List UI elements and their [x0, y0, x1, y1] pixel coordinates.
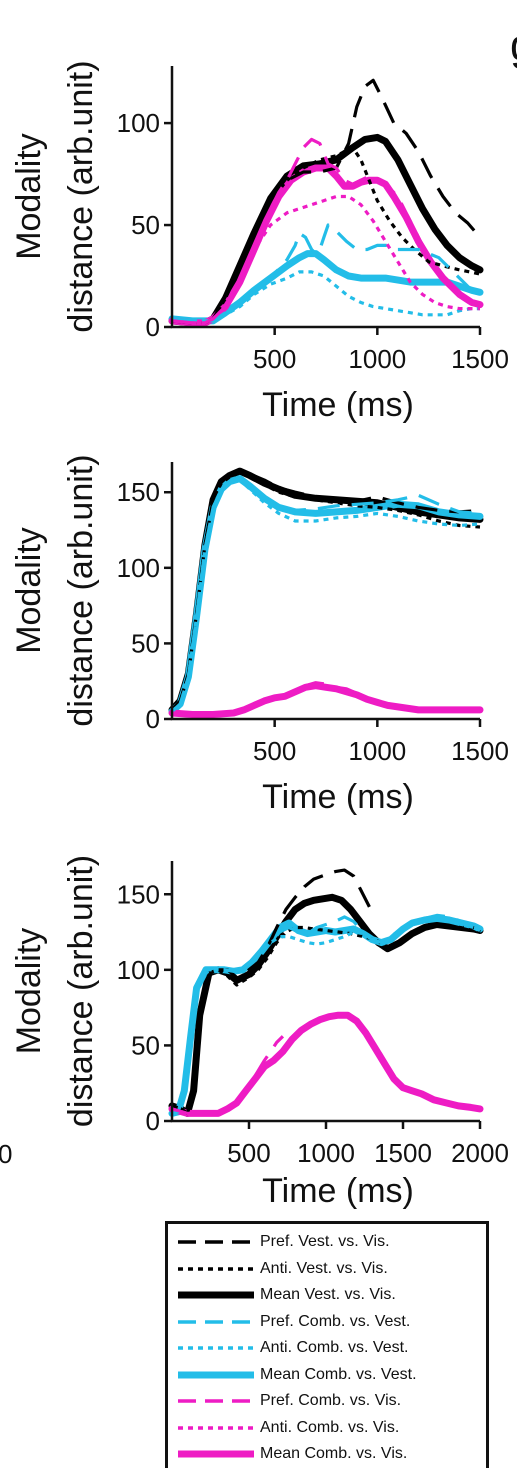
y-tick-label: 150 [117, 879, 160, 909]
y-axis-label-line1: Modality [10, 133, 48, 260]
y-tick-label: 50 [131, 210, 160, 240]
series-line-anti-comb-vs-vest [170, 478, 481, 713]
y-axis-label-line2: distance (arb.unit) [62, 60, 100, 332]
x-tick-label: 1000 [348, 736, 406, 766]
legend-swatch [178, 1240, 254, 1244]
x-tick-label: 1000 [297, 1138, 355, 1168]
panel-label: g [510, 21, 517, 70]
legend-entry-anti-vest-vs-vis: Anti. Vest. vs. Vis. [178, 1257, 388, 1281]
legend-entry-anti-comb-vs-vis: Anti. Comb. vs. Vis. [178, 1416, 399, 1440]
x-axis-label: Time (ms) [262, 778, 414, 816]
y-tick-label: 0 [146, 312, 160, 342]
y-tick-label: 0 [146, 1106, 160, 1136]
y-axis-label-line1: Modality [10, 527, 48, 654]
series-line-pref-vest-vs-vis [171, 78, 482, 325]
series-line-anti-vest-vs-vis [170, 471, 481, 711]
legend-label: Mean Vest. vs. Vis. [260, 1286, 396, 1303]
x-tick-label: 500 [253, 344, 296, 374]
series-line-mean-comb-vs-vest [168, 250, 484, 325]
x-tick-label: 1500 [451, 344, 509, 374]
legend-swatch [178, 1399, 254, 1403]
legend-label: Pref. Vest. vs. Vis. [260, 1233, 390, 1250]
series-line-anti-comb-vs-vis [171, 684, 480, 717]
x-axis-label: Time (ms) [262, 1172, 414, 1210]
legend-entry-mean-comb-vs-vest: Mean Comb. vs. Vest. [178, 1363, 417, 1387]
y-tick-label: 100 [117, 955, 160, 985]
legend-label: Anti. Vest. vs. Vis. [260, 1259, 388, 1277]
chart-panel-bottom: 0 50 100 150 500 1000 1500 2000 Time (ms) Modalit… [10, 855, 509, 1210]
x-tick-label: 1500 [451, 736, 509, 766]
legend-entry-mean-vest-vs-vis: Mean Vest. vs. Vis. [178, 1283, 396, 1307]
legend-swatch [178, 1266, 254, 1271]
chart-panel-middle: 0 50 100 150 500 1000 1500 Time (ms) Modality dis… [10, 454, 509, 816]
legend-label: Pref. Comb. vs. Vis. [260, 1392, 402, 1409]
x-tick-label: 1500 [374, 1138, 432, 1168]
series-line-anti-comb-vs-vis [171, 1013, 481, 1115]
legend-swatch [178, 1450, 254, 1458]
y-axis-label-line2: distance (arb.unit) [62, 454, 100, 726]
legend-label: Pref. Comb. vs. Vest. [260, 1312, 411, 1330]
y-tick-label: 100 [117, 553, 160, 583]
legend-entry-mean-comb-vs-vis: Mean Comb. vs. Vis. [178, 1442, 407, 1466]
legend-label: Mean Comb. vs. Vest. [260, 1365, 417, 1383]
series-line-anti-comb-vs-vest [172, 270, 480, 323]
legend-swatch [178, 1425, 254, 1430]
legend-entry-pref-vest-vs-vis: Pref. Vest. vs. Vis. [178, 1230, 390, 1254]
legend-entry-anti-comb-vs-vest: Anti. Comb. vs. Vest. [178, 1336, 409, 1360]
legend-entry-pref-comb-vs-vis: Pref. Comb. vs. Vis. [178, 1389, 401, 1413]
x-tick-label: 500 [227, 1138, 270, 1168]
y-tick-label: 50 [131, 628, 160, 658]
legend: Pref. Vest. vs. Vis. Anti. Vest. vs. Vis.… [165, 1221, 489, 1468]
y-tick-label: 100 [117, 108, 160, 138]
series-line-pref-comb-vs-vis [171, 1035, 285, 1115]
chart-panel-top: 0 50 100 500 1000 1500 Time (ms) Modality distan… [10, 60, 509, 424]
y-tick-label: 150 [117, 477, 160, 507]
series-line-pref-vest-vs-vis [170, 468, 481, 711]
legend-swatch [178, 1319, 254, 1324]
series-line-anti-vest-vs-vis [171, 146, 481, 325]
y-axis-label-line1: Modality [10, 928, 48, 1055]
x-tick-label: 2000 [451, 1138, 509, 1168]
legend-label: Anti. Comb. vs. Vis. [260, 1418, 400, 1436]
x-tick-label: 1000 [348, 344, 406, 374]
legend-swatch [178, 1371, 254, 1378]
left-edge-tick-fragment: 0 [0, 1139, 12, 1169]
legend-label: Anti. Comb. vs. Vest. [260, 1339, 409, 1356]
series-line-mean-comb-vs-vest [168, 475, 484, 715]
y-tick-label: 50 [131, 1030, 160, 1060]
x-tick-label: 500 [253, 736, 296, 766]
series-line-pref-comb-vs-vest [171, 913, 481, 1115]
legend-swatch [178, 1346, 254, 1350]
series-line-anti-comb-vs-vest [171, 918, 481, 1115]
series-line-pref-vest-vs-vis [171, 868, 374, 1115]
legend-swatch [178, 1291, 254, 1299]
legend-entry-pref-comb-vs-vest: Pref. Comb. vs. Vest. [178, 1310, 410, 1334]
y-axis-label-line2: distance (arb.unit) [62, 855, 100, 1127]
series-line-pref-comb-vs-vest [170, 477, 481, 713]
y-tick-label: 0 [146, 704, 160, 734]
legend-label: Mean Comb. vs. Vis. [260, 1445, 408, 1462]
series-line-mean-comb-vs-vis [168, 164, 484, 327]
x-axis-label: Time (ms) [262, 386, 414, 424]
axes [170, 66, 480, 329]
